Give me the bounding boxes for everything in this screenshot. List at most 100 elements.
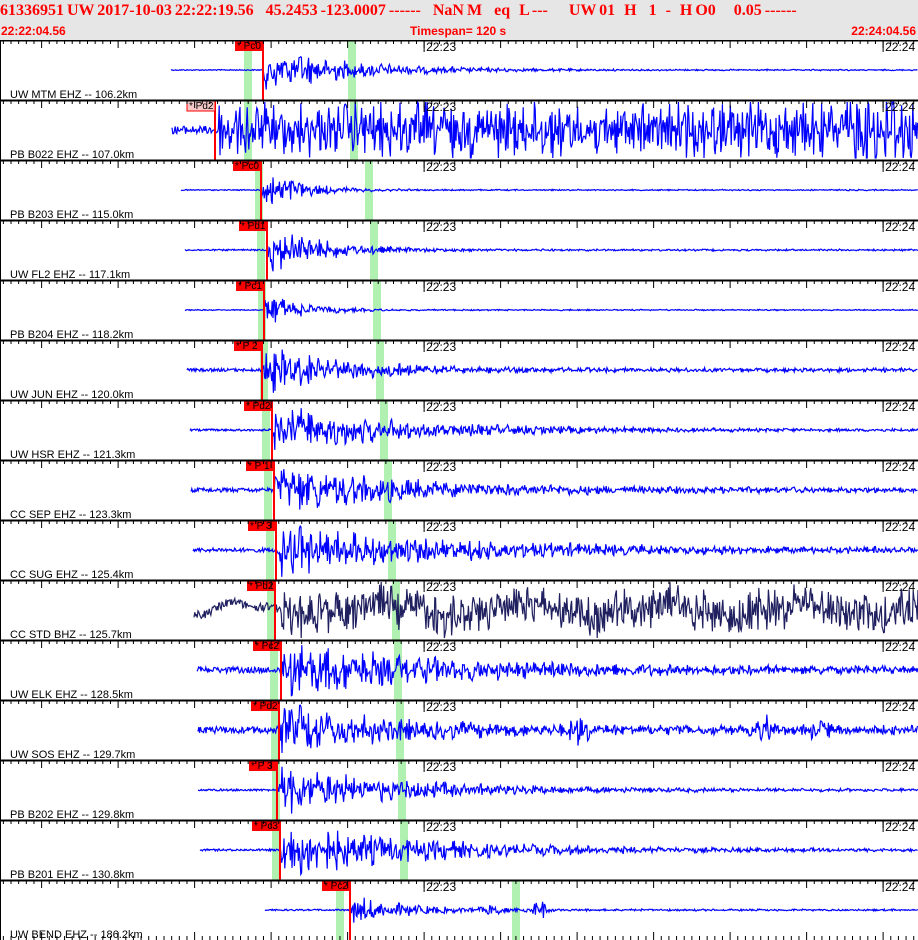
minute-label: 22:24	[885, 400, 915, 414]
channel-panel[interactable]: * Pc0 22:23 22:24 PB B203 EHZ -- 115.0km	[0, 159, 918, 221]
pick-flag[interactable]	[236, 280, 264, 291]
channel-panel[interactable]: * Pc2 22:23 22:24 UW BEND EHZ -- 186.2km	[0, 879, 918, 940]
channel-panel[interactable]: * Pc1 22:23 22:24 PB B204 EHZ -- 118.2km	[0, 279, 918, 341]
pick-flag[interactable]	[248, 520, 276, 531]
waveform-trace	[199, 830, 918, 877]
pick-flag[interactable]	[247, 580, 275, 591]
waveform-trace	[170, 55, 918, 90]
s-window-marker	[398, 761, 406, 820]
pick-flag[interactable]	[246, 460, 274, 471]
pick-label: * Pd2	[246, 401, 271, 412]
channel-label[interactable]: PB B201 EHZ -- 130.8km	[10, 869, 134, 881]
s-window-marker	[370, 221, 378, 280]
channel-panel[interactable]: * Pc2 22:23 22:24 UW ELK EHZ -- 128.5km	[0, 639, 918, 701]
minute-label: 22:24	[885, 460, 915, 474]
channel-label[interactable]: UW MTM EHZ -- 106.2km	[10, 89, 137, 101]
pick-label: * P 3	[250, 521, 272, 532]
event-header: 61336951 UW 2017-10-03 22:22:19.56 45.24…	[0, 0, 918, 40]
waveform-trace	[171, 99, 918, 159]
minute-label: 22:23	[426, 340, 456, 354]
pick-label: * P 1	[248, 461, 270, 472]
s-window-marker	[400, 821, 408, 880]
waveform-trace	[189, 408, 918, 450]
minute-label: 22:23	[426, 100, 456, 114]
pick-label: * Pd2	[253, 701, 278, 712]
channel-panel[interactable]: * P 3 22:23 22:24 PB B202 EHZ -- 129.8km	[0, 759, 918, 821]
minute-label: 22:24	[885, 520, 915, 534]
minute-label: 22:24	[885, 340, 915, 354]
channel-label[interactable]: UW ELK EHZ -- 128.5km	[10, 689, 133, 701]
pick-flag[interactable]	[253, 640, 281, 651]
channel-label[interactable]: CC SUG EHZ -- 125.4km	[10, 569, 133, 581]
waveform-trace	[192, 524, 918, 577]
channel-panel[interactable]: * Pc3 22:23 22:24 PB B201 EHZ -- 130.8km	[0, 819, 918, 881]
pick-flag[interactable]	[234, 340, 262, 351]
minute-label: 22:23	[426, 880, 456, 894]
pick-label: * P 2	[236, 341, 258, 352]
p-window-marker	[244, 41, 252, 100]
minute-label: 22:23	[426, 220, 456, 234]
pick-flag[interactable]	[244, 400, 272, 411]
pick-label: * P 3	[251, 761, 273, 772]
end-time: 22:24:04.56	[851, 24, 916, 38]
pick-flag[interactable]	[251, 700, 279, 711]
pick-flag[interactable]	[239, 220, 267, 231]
channel-label[interactable]: UW BEND EHZ -- 186.2km	[10, 929, 143, 940]
p-window-marker	[258, 281, 266, 340]
channel-label[interactable]: UW FL2 EHZ -- 117.1km	[10, 269, 130, 281]
channel-panel[interactable]: * Pd2 22:23 22:24 CC STD BHZ -- 125.7km	[0, 579, 918, 641]
minute-label: 22:24	[885, 100, 915, 114]
waveform-trace	[197, 704, 918, 754]
channel-panel[interactable]: * Pd2 22:23 22:24 PB B022 EHZ -- 107.0km	[0, 99, 918, 161]
channel-label[interactable]: UW HSR EHZ -- 121.3km	[10, 449, 135, 461]
channel-panel[interactable]: * P 2 22:23 22:24 UW JUN EHZ -- 120.0km	[0, 339, 918, 401]
channel-label[interactable]: CC STD BHZ -- 125.7km	[10, 629, 132, 641]
channel-label[interactable]: UW SOS EHZ -- 129.7km	[10, 749, 135, 761]
pick-flag[interactable]	[252, 820, 280, 831]
waveform-trace	[264, 897, 918, 923]
pick-flag[interactable]	[233, 160, 261, 171]
pick-label: * Pc1	[238, 281, 262, 292]
minute-label: 22:23	[426, 760, 456, 774]
minute-label: 22:24	[885, 700, 915, 714]
channel-label[interactable]: PB B204 EHZ -- 118.2km	[10, 329, 133, 341]
pick-label: * Pc3	[254, 821, 278, 832]
s-window-marker	[365, 161, 373, 220]
minute-label: 22:23	[426, 700, 456, 714]
waveform-trace	[193, 581, 918, 639]
p-window-marker	[264, 461, 272, 520]
pick-flag[interactable]	[235, 40, 263, 51]
channel-label[interactable]: PB B202 EHZ -- 129.8km	[10, 809, 134, 821]
minute-label: 22:24	[885, 880, 915, 894]
s-window-marker	[373, 281, 381, 340]
pick-flag[interactable]	[322, 880, 350, 891]
channel-label[interactable]: PB B203 EHZ -- 115.0km	[10, 209, 133, 221]
minute-label: 22:24	[885, 280, 915, 294]
pick-label: * Pc2	[255, 641, 279, 652]
channel-panel[interactable]: * Pd2 22:23 22:24 UW HSR EHZ -- 121.3km	[0, 399, 918, 461]
waveform-trace	[190, 469, 918, 510]
minute-label: 22:23	[426, 820, 456, 834]
channel-label[interactable]: PB B022 EHZ -- 107.0km	[10, 149, 134, 161]
channel-panel[interactable]: * Pd2 22:23 22:24 UW SOS EHZ -- 129.7km	[0, 699, 918, 761]
pick-label: * Pd1	[241, 221, 266, 232]
channel-panel[interactable]: * Pc0 22:23 22:24 UW MTM EHZ -- 106.2km	[0, 40, 918, 101]
minute-label: 22:24	[885, 40, 915, 54]
channel-panel[interactable]: * P 3 22:23 22:24 CC SUG EHZ -- 125.4km	[0, 519, 918, 581]
channel-label[interactable]: CC SEP EHZ -- 123.3km	[10, 509, 131, 521]
waveform-trace	[186, 349, 918, 393]
pick-label: * Pc0	[235, 161, 259, 172]
seismogram-panels[interactable]: * Pc0 22:23 22:24 UW MTM EHZ -- 106.2km * Pd…	[0, 40, 918, 940]
start-time: 22:22:04.56	[1, 24, 66, 38]
channel-label[interactable]: UW JUN EHZ -- 120.0km	[10, 389, 133, 401]
channel-panel[interactable]: * P 1 22:23 22:24 CC SEP EHZ -- 123.3km	[0, 459, 918, 521]
minute-label: 22:23	[426, 280, 456, 294]
s-window-marker	[394, 641, 402, 700]
minute-label: 22:23	[426, 400, 456, 414]
minute-label: 22:23	[426, 160, 456, 174]
minute-label: 22:23	[426, 580, 456, 594]
waveform-trace	[184, 234, 918, 272]
pick-label: * Pc0	[237, 41, 261, 52]
channel-panel[interactable]: * Pd1 22:23 22:24 UW FL2 EHZ -- 117.1km	[0, 219, 918, 281]
pick-flag[interactable]	[249, 760, 277, 771]
